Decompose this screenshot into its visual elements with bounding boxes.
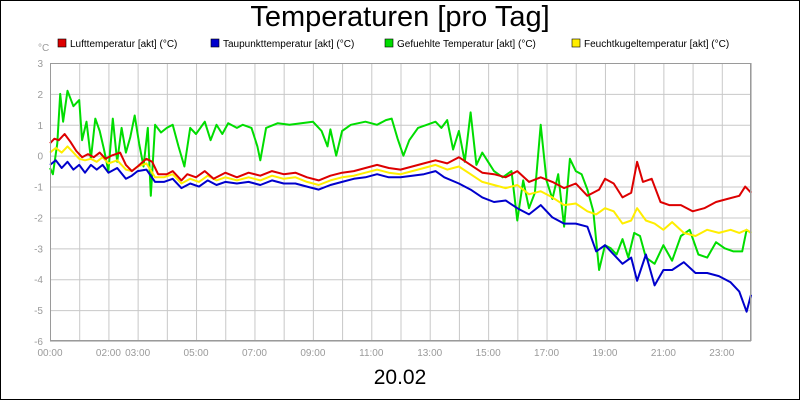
series-line-2 [49, 89, 752, 271]
y-axis: 3 2 1 0 -1 -2 -3 -4 -5 -6 [34, 59, 43, 348]
y-tick-label-5: -2 [34, 213, 43, 224]
y-tick-label-6: -3 [34, 244, 43, 255]
x-tick-label-1: 02:00 [96, 348, 121, 359]
y-tick-label-8: -5 [34, 306, 43, 317]
x-tick-label-6: 11:00 [359, 348, 384, 359]
series-line-3 [49, 145, 752, 237]
x-tick-label-8: 15:00 [476, 348, 501, 359]
x-tick-label-12: 23:00 [709, 348, 734, 359]
y-tick-label-1: 2 [37, 90, 43, 101]
x-tick-label-2: 03:00 [125, 348, 150, 359]
x-tick-label-9: 17:00 [534, 348, 559, 359]
x-tick-label-10: 19:00 [592, 348, 617, 359]
x-tick-label-7: 13:00 [417, 348, 442, 359]
legend: Lufttemperatur [akt] (°C) Taupunkttempera… [57, 38, 729, 50]
y-tick-label-0: 3 [37, 59, 43, 70]
series-line-1 [49, 159, 752, 313]
x-tick-label-4: 07:00 [242, 348, 267, 359]
legend-label-1: Taupunkttemperatur [akt] (°C) [223, 39, 354, 50]
legend-label-0: Lufttemperatur [akt] (°C) [70, 39, 177, 50]
series-line-0 [49, 133, 752, 213]
legend-label-3: Feuchtkugeltemperatur [akt] (°C) [584, 39, 729, 50]
x-axis: 00:00 02:00 03:00 05:00 07:00 09:00 11:00 13:00… [37, 348, 734, 359]
series-group [49, 89, 752, 313]
legend-label-2: Gefuehlte Temperatur [akt] (°C) [397, 39, 536, 50]
y-tick-label-3: 0 [37, 152, 43, 163]
y-tick-label-4: -1 [34, 183, 43, 194]
x-tick-label-0: 00:00 [37, 348, 62, 359]
date-label: 20.02 [373, 366, 427, 389]
y-tick-label-9: -6 [34, 337, 43, 348]
legend-swatch-3 [571, 38, 581, 48]
y-tick-label-7: -4 [34, 275, 43, 286]
plot-border [50, 63, 751, 341]
legend-swatch-1 [210, 38, 220, 48]
legend-swatch-2 [384, 38, 394, 48]
chart-title: Temperaturen [pro Tag] [250, 1, 550, 33]
legend-swatch-0 [57, 38, 67, 48]
x-tick-label-3: 05:00 [184, 348, 209, 359]
y-tick-label-2: 1 [37, 121, 43, 132]
x-tick-label-11: 21:00 [651, 348, 676, 359]
x-tick-label-5: 09:00 [300, 348, 325, 359]
y-axis-unit: °C [38, 43, 49, 54]
